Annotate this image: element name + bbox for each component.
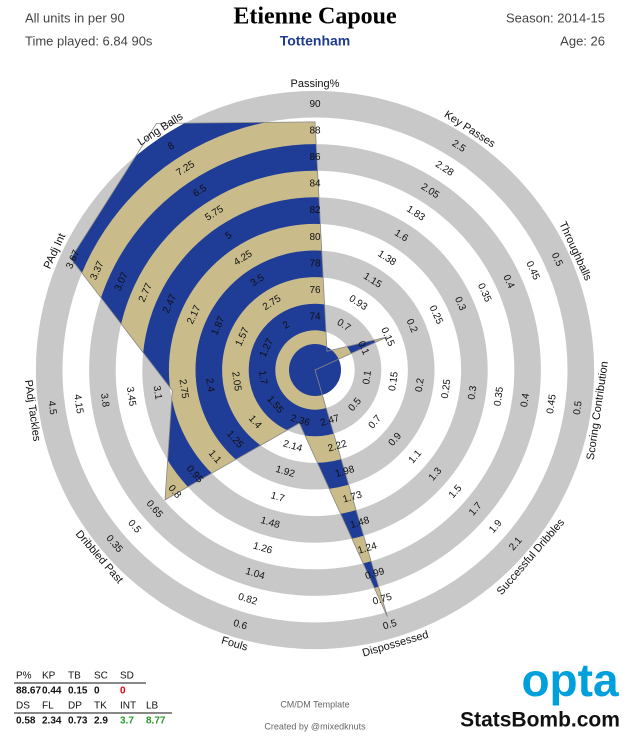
tick-label: 74: [309, 312, 321, 323]
tick-label: 0.4: [500, 273, 516, 291]
stat-value: 0.44: [42, 686, 62, 697]
tick-label: 80: [309, 232, 321, 243]
age: Age: 26: [560, 33, 605, 48]
tick-label: 5: [224, 230, 235, 242]
tick-label: 1.92: [274, 464, 296, 480]
tick-label: 0.82: [237, 592, 259, 608]
tick-label: 0.15: [387, 371, 401, 392]
stat-abbr: DS: [16, 701, 30, 712]
tick-label: 0.75: [372, 592, 394, 608]
stat-value: 3.7: [120, 716, 134, 727]
tick-label: 2: [281, 319, 292, 331]
tick-label: 3.45: [124, 386, 138, 407]
stat-value: 0.58: [16, 716, 36, 727]
tick-label: 1.24: [357, 540, 379, 556]
season: Season: 2014-15: [506, 10, 605, 25]
team-name: Tottenham: [280, 33, 351, 49]
tick-label: 0.3: [452, 295, 468, 313]
stat-value: 2.9: [94, 716, 108, 727]
tick-label: 2.14: [282, 438, 304, 454]
stat-value: 0.15: [68, 686, 88, 697]
axis-title: Passing%: [291, 78, 340, 90]
tick-label: 2.36: [289, 413, 311, 429]
tick-label: 2.47: [319, 413, 341, 429]
tick-label: 0.5: [382, 618, 399, 633]
time-played: Time played: 6.84 90s: [25, 33, 153, 48]
stat-abbr: KP: [42, 671, 56, 682]
tick-label: 0.5: [549, 251, 565, 269]
tick-label: 0.6: [232, 618, 249, 633]
tick-label: 0.4: [519, 392, 532, 408]
credit: Created by @mixedknuts: [264, 721, 366, 731]
stat-value: 0.73: [68, 716, 88, 727]
tick-label: 1.7: [256, 370, 269, 386]
tick-label: 0.5: [572, 400, 585, 416]
tick-label: 2.05: [229, 371, 243, 392]
stat-value: 0: [94, 686, 100, 697]
units-note: All units in per 90: [25, 10, 125, 25]
tick-label: 0.99: [364, 566, 386, 582]
tick-label: 0.1: [361, 369, 374, 385]
tick-label: 1.48: [349, 515, 371, 531]
tick-label: 1.26: [252, 541, 274, 557]
tick-label: 0.3: [466, 385, 479, 401]
tick-label: 0.45: [545, 393, 559, 414]
opta-logo: opta: [521, 654, 619, 706]
stat-abbr: TK: [94, 701, 107, 712]
tick-label: 0.2: [414, 377, 427, 393]
stat-value: 88.67: [16, 686, 41, 697]
tick-label: 76: [309, 285, 321, 296]
tick-label: 2.75: [177, 379, 191, 400]
tick-label: 86: [309, 152, 321, 163]
tick-label: 1.48: [259, 515, 281, 531]
tick-label: 4.15: [71, 394, 85, 415]
tick-label: 0.35: [492, 386, 506, 407]
tick-label: 78: [309, 258, 321, 269]
tick-label: 2.22: [327, 438, 349, 454]
tick-label: 4.5: [45, 400, 58, 416]
stat-abbr: DP: [68, 701, 82, 712]
tick-label: 82: [309, 205, 321, 216]
stat-abbr: TB: [68, 671, 81, 682]
tick-label: 1.73: [342, 489, 364, 505]
stat-abbr: FL: [42, 701, 54, 712]
tick-label: 2.4: [203, 377, 216, 393]
chart-title: Etienne Capoue: [233, 4, 397, 30]
tick-label: 8: [166, 140, 177, 152]
site-name: StatsBomb.com: [460, 709, 620, 732]
tick-label: 0.2: [404, 317, 420, 335]
stat-abbr: SD: [120, 671, 134, 682]
template-note: CM/DM Template: [280, 699, 349, 709]
tick-label: 88: [309, 125, 321, 136]
tick-label: 3.8: [98, 393, 111, 409]
tick-label: 1.04: [244, 566, 266, 582]
stat-abbr: INT: [120, 701, 136, 712]
tick-label: 1.7: [269, 490, 286, 505]
stat-abbr: LB: [146, 701, 159, 712]
stat-abbr: P%: [16, 671, 32, 682]
tick-label: 90: [309, 99, 321, 110]
stat-value: 8.77: [146, 716, 166, 727]
tick-label: 3.1: [151, 385, 164, 401]
stat-value: 0: [120, 686, 126, 697]
radar-area: [70, 121, 388, 617]
stat-value: 2.34: [42, 716, 62, 727]
tick-label: 0.1: [355, 339, 371, 357]
tick-label: 84: [309, 179, 321, 190]
stat-abbr: SC: [94, 671, 108, 682]
tick-label: 0.25: [440, 378, 454, 399]
tick-label: 1.98: [334, 464, 356, 480]
